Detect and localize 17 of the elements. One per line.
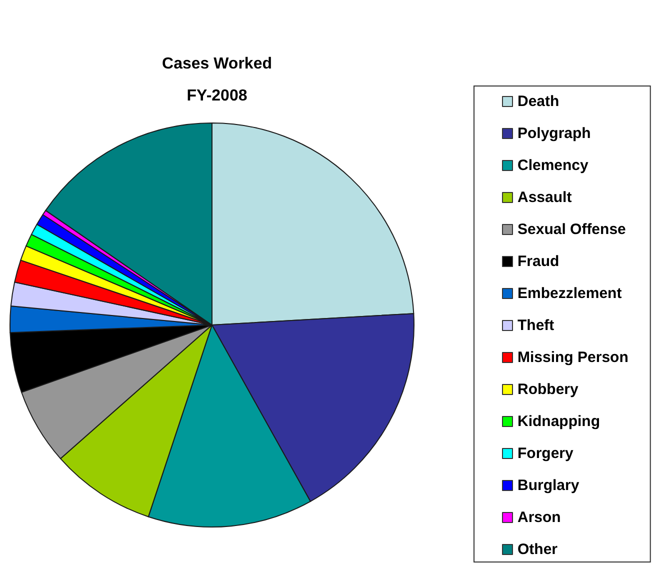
- legend-label: Sexual Offense: [518, 221, 626, 238]
- legend-label: Other: [518, 541, 558, 558]
- chart-title: Cases Worked: [162, 56, 272, 72]
- legend-label: Theft: [518, 317, 554, 334]
- legend-label: Robbery: [518, 381, 579, 398]
- legend-label: Assault: [518, 189, 572, 206]
- legend-label: Burglary: [518, 477, 580, 494]
- legend-label: Polygraph: [518, 125, 591, 142]
- legend-label: Clemency: [518, 157, 590, 174]
- legend-label: Forgery: [518, 445, 574, 462]
- legend-label: Arson: [518, 509, 561, 526]
- legend-label: Embezzlement: [518, 285, 622, 302]
- legend-label: Death: [518, 93, 560, 110]
- chart-subtitle: FY-2008: [186, 88, 248, 104]
- legend-label: Fraud: [518, 253, 560, 270]
- legend-label: Missing Person: [518, 349, 628, 366]
- legend-label: Kidnapping: [518, 413, 600, 430]
